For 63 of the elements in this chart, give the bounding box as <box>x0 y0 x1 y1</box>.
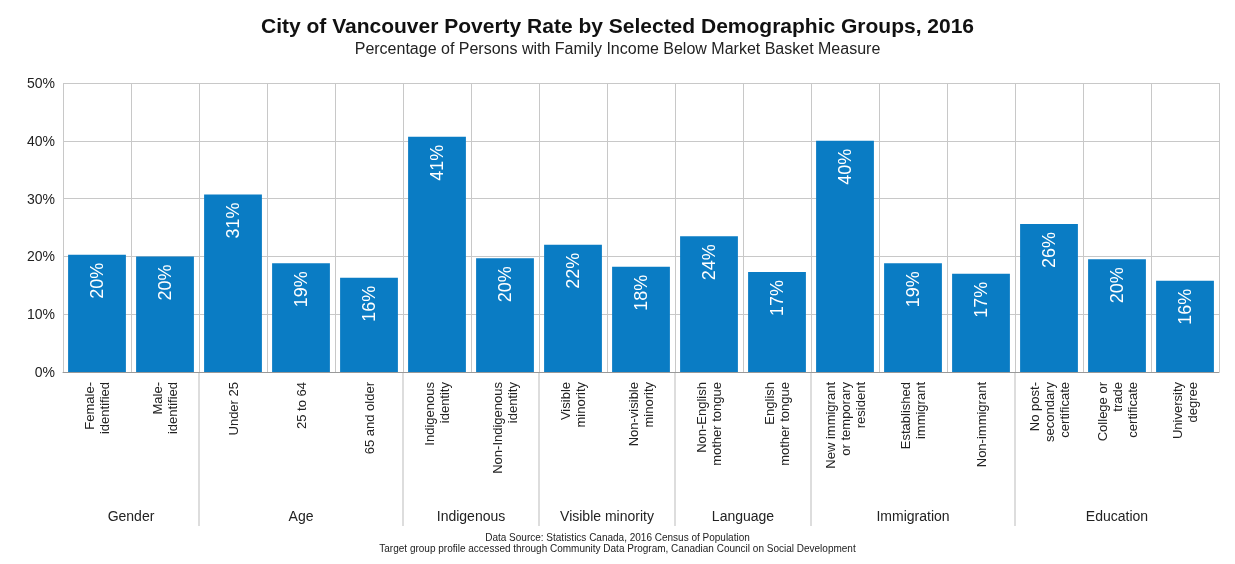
data-label: 16% <box>1175 288 1195 325</box>
bar <box>544 244 602 372</box>
data-label: 18% <box>631 274 651 311</box>
data-label: 40% <box>835 148 855 185</box>
x-tick-label: Indigenous identity <box>422 381 452 446</box>
text: Visible minority <box>560 508 654 524</box>
bar <box>136 256 194 372</box>
chart-subtitle: Percentage of Persons with Family Income Below Market Basket Measure <box>354 39 881 57</box>
text: Target group profile accessed through Community Data Program, Canadian Council on Social Development <box>379 542 856 554</box>
bar <box>884 263 942 372</box>
bar <box>748 272 806 372</box>
y-tick-label: 40% <box>26 132 55 149</box>
bar <box>272 263 330 372</box>
source-note: Data Source: Statistics Canada, 2016 Census of Population <box>485 531 750 543</box>
text: Immigration <box>876 508 950 524</box>
data-label: 20% <box>495 266 515 303</box>
data-label: 41% <box>427 144 447 181</box>
data-label: 19% <box>291 271 311 308</box>
data-label: 26% <box>1039 232 1059 269</box>
data-label: 17% <box>971 281 991 318</box>
y-tick-label: 50% <box>26 75 55 91</box>
y-tick-label: 30% <box>26 190 55 207</box>
bar <box>680 236 738 372</box>
x-tick-label: Male- identified <box>150 382 180 435</box>
text: Gender <box>107 508 155 524</box>
y-tick-label: 10% <box>26 306 55 323</box>
data-label: 20% <box>1107 267 1127 304</box>
x-tick-label: 25 to 64 <box>293 382 309 429</box>
x-tick-label: Female- identified <box>82 382 112 435</box>
data-label: 20% <box>87 262 107 299</box>
data-label: 24% <box>699 244 719 281</box>
x-tick-label: Non-visible minority <box>626 381 656 447</box>
bar <box>408 136 466 372</box>
chart-title: City of Vancouver Poverty Rate by Selected Demographic Groups, 2016 <box>260 14 975 37</box>
x-tick-label: Under 25 <box>225 382 241 436</box>
x-tick-label: No post- secondary certificate <box>1026 381 1072 442</box>
bar <box>816 140 874 372</box>
y-tick-label: 0% <box>34 364 55 380</box>
bar <box>1156 280 1214 372</box>
x-tick-label: Visible minority <box>558 381 588 428</box>
text: Age <box>288 508 314 524</box>
bar <box>68 254 126 372</box>
data-label: 19% <box>903 271 923 308</box>
text: Language <box>711 508 775 524</box>
y-tick-label: 20% <box>26 248 55 265</box>
x-tick-label: Non-immigrant <box>973 381 989 468</box>
bar <box>204 194 262 372</box>
bar <box>1088 259 1146 372</box>
text: Education <box>1085 508 1149 524</box>
bar <box>1020 224 1078 372</box>
data-label: 31% <box>223 202 243 239</box>
data-label: 20% <box>155 264 175 301</box>
x-tick-label: University degree <box>1170 381 1200 440</box>
bar <box>952 273 1010 372</box>
text: Indigenous <box>436 508 506 524</box>
bar <box>612 266 670 372</box>
x-tick-label: Non-Indigenous identity <box>490 381 520 474</box>
bar <box>476 258 534 372</box>
bar <box>340 277 398 372</box>
data-label: 16% <box>359 285 379 322</box>
x-tick-label: 65 and older <box>361 381 377 455</box>
data-label: 22% <box>563 252 583 289</box>
data-label: 17% <box>767 280 787 317</box>
